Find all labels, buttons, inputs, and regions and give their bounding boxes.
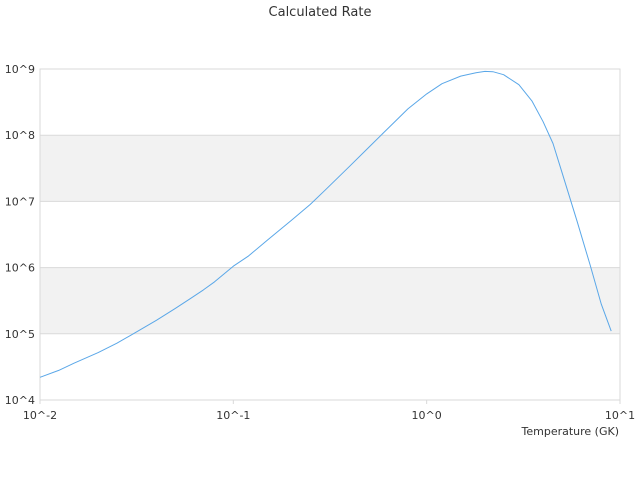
y-tick-label: 10^8 [5, 129, 35, 142]
y-tick-label: 10^6 [5, 262, 35, 275]
y-tick-label: 10^4 [5, 394, 35, 407]
y-tick-label: 10^7 [5, 195, 35, 208]
x-tick-label: 10^1 [605, 409, 635, 422]
x-axis-label: Temperature (GK) [521, 425, 620, 438]
background-band [40, 267, 620, 334]
x-axis-ticks: 10^-2 10^-1 10^0 10^1 [23, 400, 635, 422]
band-layer [40, 135, 620, 334]
x-tick-label: 10^0 [412, 409, 442, 422]
background-band [40, 135, 620, 202]
y-tick-label: 10^5 [5, 328, 35, 341]
y-axis-ticks: 10^4 10^5 10^6 10^7 10^8 10^9 [5, 63, 35, 407]
grid-layer [40, 68, 620, 401]
y-tick-label: 10^9 [5, 63, 35, 76]
x-tick-label: 10^-2 [23, 409, 57, 422]
x-tick-label: 10^-1 [216, 409, 250, 422]
plot-area-border [39, 68, 621, 401]
series-line [39, 70, 612, 378]
chart-title: Calculated Rate [269, 5, 372, 20]
series-layer [39, 70, 612, 378]
